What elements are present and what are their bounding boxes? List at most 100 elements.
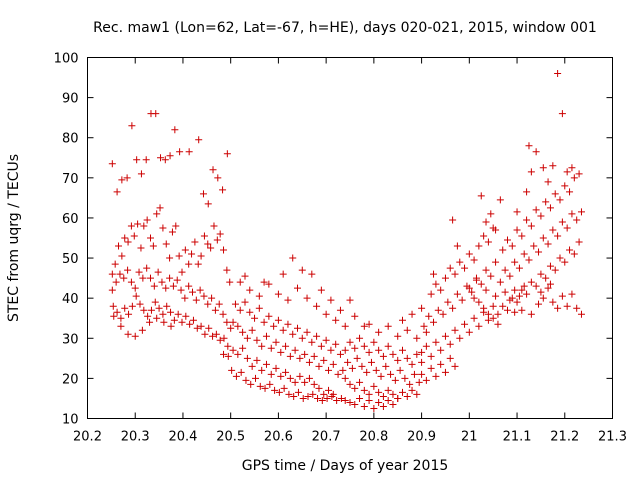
y-tick-label: 50	[62, 252, 79, 267]
data-point	[117, 314, 125, 322]
data-point	[137, 170, 145, 178]
data-point	[427, 352, 435, 360]
data-point	[384, 322, 392, 330]
data-point	[418, 370, 426, 378]
data-point	[337, 394, 345, 402]
data-point	[162, 284, 170, 292]
data-point	[391, 376, 399, 384]
data-point	[346, 380, 354, 388]
data-point	[375, 398, 383, 406]
data-point	[121, 234, 129, 242]
data-point	[167, 308, 175, 316]
data-point	[413, 390, 421, 398]
data-point	[157, 154, 165, 162]
data-point	[142, 156, 150, 164]
data-point	[418, 348, 426, 356]
data-point	[197, 322, 205, 330]
data-point	[194, 260, 202, 268]
data-point	[315, 384, 323, 392]
data-point	[492, 292, 500, 300]
data-point	[563, 224, 571, 232]
data-point	[332, 340, 340, 348]
data-point	[237, 368, 245, 376]
data-point	[437, 286, 445, 294]
data-point	[544, 240, 552, 248]
data-point	[223, 150, 231, 158]
data-point	[151, 298, 159, 306]
data-point	[208, 294, 216, 302]
y-tick-label: 20	[62, 372, 79, 387]
data-point	[360, 322, 368, 330]
data-point	[549, 162, 557, 170]
data-point	[241, 272, 249, 280]
data-point	[430, 270, 438, 278]
data-point	[437, 346, 445, 354]
data-point	[379, 352, 387, 360]
y-tick-label: 60	[62, 212, 79, 227]
data-point	[301, 350, 309, 358]
data-point	[270, 322, 278, 330]
data-point	[140, 306, 148, 314]
data-point	[372, 366, 380, 374]
data-point	[537, 212, 545, 220]
data-point	[294, 388, 302, 396]
data-point	[348, 364, 356, 372]
data-point	[228, 366, 236, 374]
data-point	[546, 262, 554, 270]
data-point	[231, 300, 239, 308]
data-point	[394, 332, 402, 340]
data-point	[192, 296, 200, 304]
data-point	[413, 350, 421, 358]
data-point	[178, 318, 186, 326]
data-point	[252, 374, 259, 382]
x-tick-label: 21.3	[598, 430, 627, 445]
data-point	[441, 368, 449, 376]
data-point	[525, 256, 533, 264]
data-point	[406, 380, 414, 388]
data-point	[384, 396, 392, 404]
data-point	[468, 288, 476, 296]
data-point	[285, 390, 293, 398]
data-point	[209, 332, 217, 340]
data-point	[542, 198, 550, 206]
data-point	[209, 166, 217, 174]
data-point	[441, 274, 449, 282]
data-point	[563, 302, 571, 310]
x-tick-label: 21.2	[550, 430, 579, 445]
data-point	[322, 336, 330, 344]
data-point	[239, 328, 247, 336]
x-tick-label: 20.9	[407, 430, 436, 445]
data-point	[204, 240, 212, 248]
data-point	[432, 280, 440, 288]
data-point	[399, 346, 406, 354]
data-point	[577, 208, 585, 216]
data-point	[223, 266, 231, 274]
data-point	[496, 278, 504, 286]
data-point	[116, 270, 124, 278]
data-point	[446, 354, 454, 362]
data-point	[229, 318, 237, 326]
data-point	[147, 274, 154, 282]
data-point	[109, 302, 117, 310]
data-point	[504, 236, 511, 244]
data-point	[470, 314, 478, 322]
plot-frame	[87, 57, 613, 419]
data-point	[181, 294, 189, 302]
data-point	[456, 334, 464, 342]
data-point	[289, 330, 297, 338]
data-point	[201, 330, 209, 338]
data-point	[246, 308, 254, 316]
data-point	[344, 358, 352, 366]
data-point	[544, 178, 552, 186]
data-point	[508, 242, 516, 250]
data-point	[360, 342, 368, 350]
data-point	[451, 270, 459, 278]
data-point	[539, 234, 547, 242]
data-point	[415, 378, 423, 386]
data-point	[290, 392, 298, 400]
data-point	[255, 292, 263, 300]
data-point	[434, 306, 442, 314]
data-point	[147, 306, 155, 314]
data-point	[544, 284, 552, 292]
data-point	[317, 286, 325, 294]
